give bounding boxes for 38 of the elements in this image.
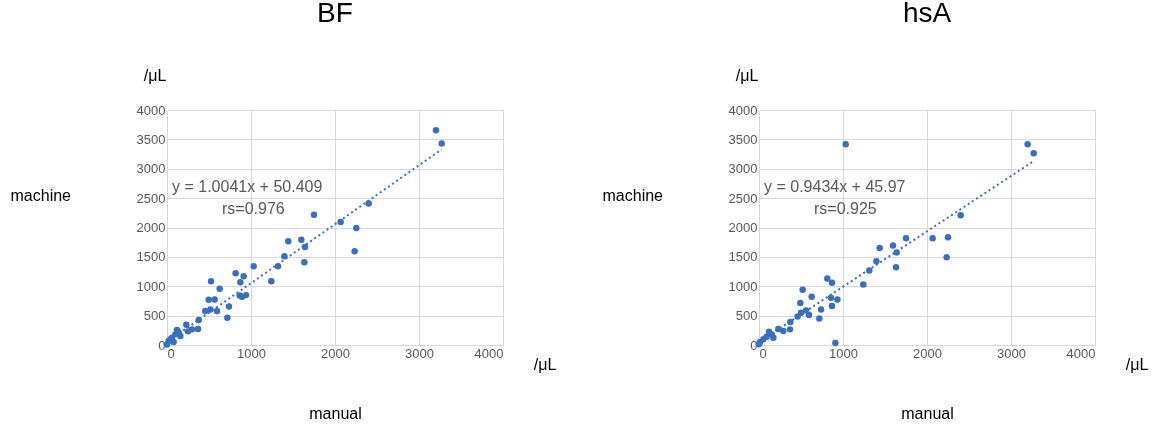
chart-title: BF (317, 0, 353, 28)
y-tick-label: 1500 (136, 249, 166, 265)
y-tick-label: 3000 (136, 161, 166, 177)
text: /μL (533, 356, 557, 373)
y-tick-label: 500 (735, 308, 758, 324)
annotation: y = 1.0041x + 50.409 (172, 178, 323, 195)
y-tick-label: 2500 (136, 190, 166, 206)
y-tick-label: 1500 (728, 249, 758, 265)
y-tick-label: 2500 (728, 190, 758, 206)
text: /μL (143, 67, 167, 84)
y-tick-label: 4000 (136, 102, 166, 118)
x-tick-label: 3000 (997, 345, 1026, 361)
y-axis-title: machine (602, 186, 664, 204)
x-tick-label: 4000 (474, 345, 504, 361)
y-tick-label: 3500 (728, 131, 758, 147)
y-tick-label: 2000 (728, 220, 758, 235)
x-tick-label: 2000 (321, 345, 350, 361)
y-tick-label: 3500 (136, 131, 166, 147)
y-tick-label: 2000 (136, 220, 166, 235)
y-axis-title: machine (10, 186, 72, 204)
x-tick-label: 3000 (405, 345, 434, 361)
chart-title: hsA (902, 0, 952, 28)
x-axis-title: manual (901, 404, 954, 422)
x-axis-title: manual (309, 404, 362, 422)
x-tick-label: 4000 (1066, 345, 1096, 361)
annotation: rs=0.925 (814, 200, 877, 217)
x-tick-label: 2000 (913, 345, 942, 361)
y-tick-label: 1000 (728, 278, 758, 294)
x-tick-label: 1000 (237, 345, 266, 361)
annotation: rs=0.976 (222, 200, 285, 217)
y-tick-label: 1000 (136, 278, 166, 294)
y-tick-label: 500 (143, 308, 166, 324)
x-tick-label: 1000 (829, 345, 858, 361)
y-tick-label: 4000 (728, 102, 758, 118)
text: /μL (735, 67, 759, 84)
y-tick-label: 3000 (728, 161, 758, 177)
annotation: y = 0.9434x + 45.97 (764, 178, 906, 195)
text: /μL (1125, 356, 1149, 373)
